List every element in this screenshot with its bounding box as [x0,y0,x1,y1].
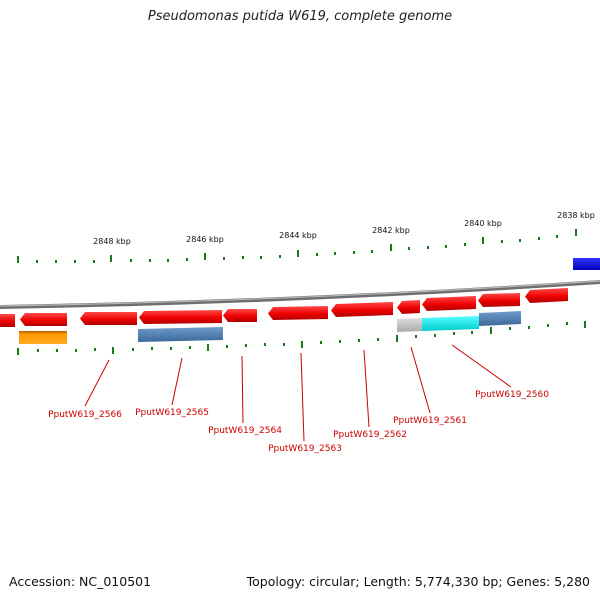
scale-label-2838: 2838 kbp [557,211,595,220]
gene-arrow[interactable] [139,310,222,324]
gene-arrow[interactable] [223,309,257,322]
gene-label-2563[interactable]: PputW619_2563 [268,444,342,454]
gene-label-2560[interactable]: PputW619_2560 [475,390,549,400]
genome-summary-text: Topology: circular; Length: 5,774,330 bp… [246,574,590,589]
gene-label-2564[interactable]: PputW619_2564 [208,426,282,436]
scale-ticks-upper [17,229,577,263]
label-leader-lines [84,344,512,442]
gene-arrow[interactable] [331,302,393,317]
scale-label-2844: 2844 kbp [279,231,317,240]
scale-label-2846: 2846 kbp [186,235,224,244]
gene-arrow[interactable] [525,288,568,303]
gene-arrows [0,288,568,327]
gene-arrow[interactable] [0,314,15,327]
gene-arrow[interactable] [268,306,328,320]
gene-arrow[interactable] [397,300,420,314]
accession-text: Accession: NC_010501 [9,574,152,589]
feature-steelblue[interactable] [138,327,223,342]
gene-arrow[interactable] [20,313,67,326]
gene-arrow[interactable] [478,293,520,307]
gene-arrow[interactable] [422,296,476,311]
feature-steelblue-2[interactable] [479,311,521,326]
gene-label-2562[interactable]: PputW619_2562 [333,430,407,440]
scale-label-2842: 2842 kbp [372,226,410,235]
feature-cyan[interactable] [422,316,479,331]
feature-orange[interactable] [19,331,67,344]
gene-arrow[interactable] [80,312,137,325]
map-title: Pseudomonas putida W619, complete genome [147,9,453,24]
gene-label-2566[interactable]: PputW619_2566 [48,410,122,420]
scale-label-2848: 2848 kbp [93,237,131,246]
gene-label-2561[interactable]: PputW619_2561 [393,416,467,426]
feature-gray[interactable] [397,318,422,332]
scale-label-2840: 2840 kbp [464,219,502,228]
scale-ticks-lower [17,321,586,355]
genome-backbone [0,280,600,309]
feature-blue[interactable] [573,258,600,270]
gene-label-2565[interactable]: PputW619_2565 [135,408,209,418]
